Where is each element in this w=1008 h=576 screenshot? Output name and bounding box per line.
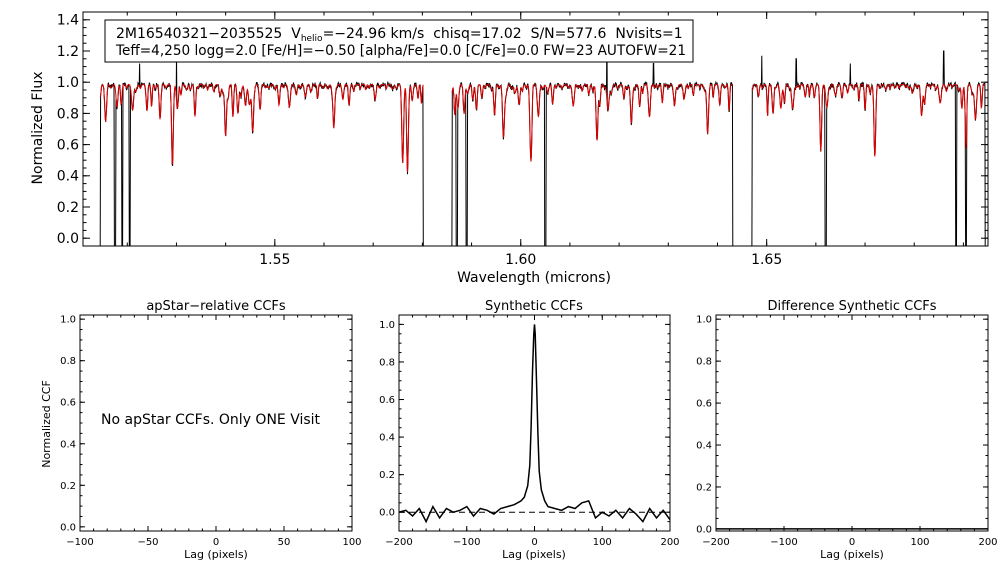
synthetic-xlabel: Lag (pixels): [502, 548, 566, 561]
spectrum-observed-line: [99, 54, 424, 246]
spectrum-y-tick-label: 0.8: [57, 106, 79, 122]
annotation-snr: S/N=577.6: [531, 26, 607, 42]
synthetic-x-tick-label: 200: [660, 537, 679, 548]
spectrum-y-tick-label: 1.2: [57, 44, 79, 60]
spectrum-panel: 1.55 1.60 1.65 0.0 0.2 0.4 0.6 0.8 1.0 1.2 1.4 2M1…: [30, 11, 989, 286]
annotation-nvisits: Nvisits=1: [615, 26, 682, 42]
difference-y-tick-label: 1.0: [696, 315, 712, 326]
difference-y-tick-label: 0.4: [696, 441, 712, 452]
spectrum-y-tick-label: 0.6: [57, 138, 79, 154]
spectrum-ticks: 1.55 1.60 1.65 0.0 0.2 0.4 0.6 0.8 1.0 1.2 1.4: [57, 11, 988, 268]
apstar-y-tick-label: 0.6: [60, 398, 76, 409]
synthetic-frame: [398, 314, 671, 532]
difference-x-tick-label: 200: [978, 537, 997, 548]
annotation-vhelio-sub: helio: [301, 34, 323, 44]
difference-y-tick-label: 0.6: [696, 399, 712, 410]
synthetic-ccf-panel: −200 −100 0 100 200 0.0 0.2 0.4 0.6 0.8 1.0 Synthe…: [379, 299, 679, 561]
spectrum-ylabel: Normalized Flux: [30, 72, 46, 185]
difference-x-tick-label: −200: [702, 537, 729, 548]
apstar-x-tick-label: −100: [66, 537, 93, 548]
synthetic-x-tick-label: 0: [531, 537, 537, 548]
spectrum-y-tick-label: 1.0: [57, 75, 79, 91]
synthetic-y-tick-label: 0.2: [379, 470, 395, 481]
spectrum-y-tick-label: 1.4: [57, 13, 79, 29]
difference-frame: [715, 314, 989, 532]
synthetic-y-tick-label: 0.8: [379, 357, 395, 368]
difference-title: Difference Synthetic CCFs: [767, 299, 936, 314]
synthetic-ccf-line: [399, 324, 670, 524]
spectrum-x-tick-label: 1.55: [259, 252, 290, 268]
apstar-x-tick-label: 0: [213, 537, 219, 548]
apstar-y-tick-label: 0.0: [60, 522, 76, 533]
apstar-x-tick-label: 50: [278, 537, 291, 548]
synthetic-lines: [399, 324, 670, 524]
apstar-ticks: −100 −50 0 50 100 0.0 0.2 0.4 0.6 0.8 1.0: [60, 315, 361, 548]
spectrum-x-tick-label: 1.65: [751, 252, 782, 268]
difference-y-tick-label: 0.2: [696, 482, 712, 493]
synthetic-x-tick-label: −200: [385, 537, 412, 548]
apstar-x-tick-label: 100: [342, 537, 361, 548]
apstar-y-tick-label: 1.0: [60, 315, 76, 326]
spectrum-model-line: [751, 83, 986, 157]
spectrum-y-tick-label: 0.2: [57, 200, 79, 216]
spectrum-x-tick-label: 1.60: [505, 252, 536, 268]
annotation-line-2: Teff=4,250 logg=2.0 [Fe/H]=−0.50 [alpha/…: [115, 43, 686, 59]
difference-x-tick-label: 0: [849, 537, 855, 548]
synthetic-y-tick-label: 0.0: [379, 508, 395, 519]
difference-y-tick-label: 0.8: [696, 357, 712, 368]
synthetic-y-tick-label: 1.0: [379, 320, 395, 331]
spectrum-xlabel: Wavelength (microns): [457, 270, 611, 286]
spectrum-y-tick-label: 0.0: [57, 231, 79, 247]
spectrum-annotation-box: [104, 19, 694, 63]
spectrum-y-tick-label: 0.4: [57, 169, 79, 185]
annotation-vhelio-label: V: [291, 26, 301, 42]
apstar-title: apStar−relative CCFs: [146, 299, 286, 314]
apstar-y-tick-label: 0.8: [60, 356, 76, 367]
synthetic-y-tick-label: 0.4: [379, 433, 395, 444]
apstar-y-tick-label: 0.2: [60, 481, 76, 492]
spectrum-model-line: [451, 83, 733, 162]
synthetic-y-tick-label: 0.6: [379, 395, 395, 406]
apstar-ccf-panel: −100 −50 0 50 100 0.0 0.2 0.4 0.6 0.8 1.0 apStar−r…: [40, 299, 362, 561]
apstar-message: No apStar CCFs. Only ONE Visit: [101, 412, 321, 428]
difference-xlabel: Lag (pixels): [820, 548, 884, 561]
synthetic-x-tick-label: −100: [453, 537, 480, 548]
apstar-x-tick-label: −50: [137, 537, 158, 548]
synthetic-ticks: −200 −100 0 100 200 0.0 0.2 0.4 0.6 0.8 1.0: [379, 314, 680, 548]
annotation-chisq: chisq=17.02: [433, 26, 521, 42]
apstar-ylabel: Normalized CCF: [40, 380, 53, 468]
difference-x-tick-label: −100: [770, 537, 797, 548]
annotation-star: 2M16540321−2035525: [116, 26, 282, 42]
annotation-line-1: 2M16540321−2035525 Vhelio=−24.96 km/s ch…: [116, 26, 683, 44]
apstar-y-tick-label: 0.4: [60, 439, 76, 450]
synthetic-title: Synthetic CCFs: [485, 299, 583, 314]
difference-ccf-panel: −200 −100 0 100 200 0.0 0.2 0.4 0.6 0.8 1.0 Differ…: [696, 299, 997, 561]
annotation-vhelio-value: =−24.96 km/s: [323, 26, 425, 42]
apstar-xlabel: Lag (pixels): [184, 548, 248, 561]
synthetic-x-tick-label: 100: [593, 537, 612, 548]
difference-y-tick-label: 0.0: [696, 524, 712, 535]
spectrum-observed-line: [751, 50, 986, 246]
spectrum-lines: [99, 22, 986, 246]
difference-x-tick-label: 100: [910, 537, 929, 548]
difference-ticks: −200 −100 0 100 200 0.0 0.2 0.4 0.6 0.8 1.0: [696, 315, 997, 548]
spectrum-model-line: [99, 83, 424, 172]
